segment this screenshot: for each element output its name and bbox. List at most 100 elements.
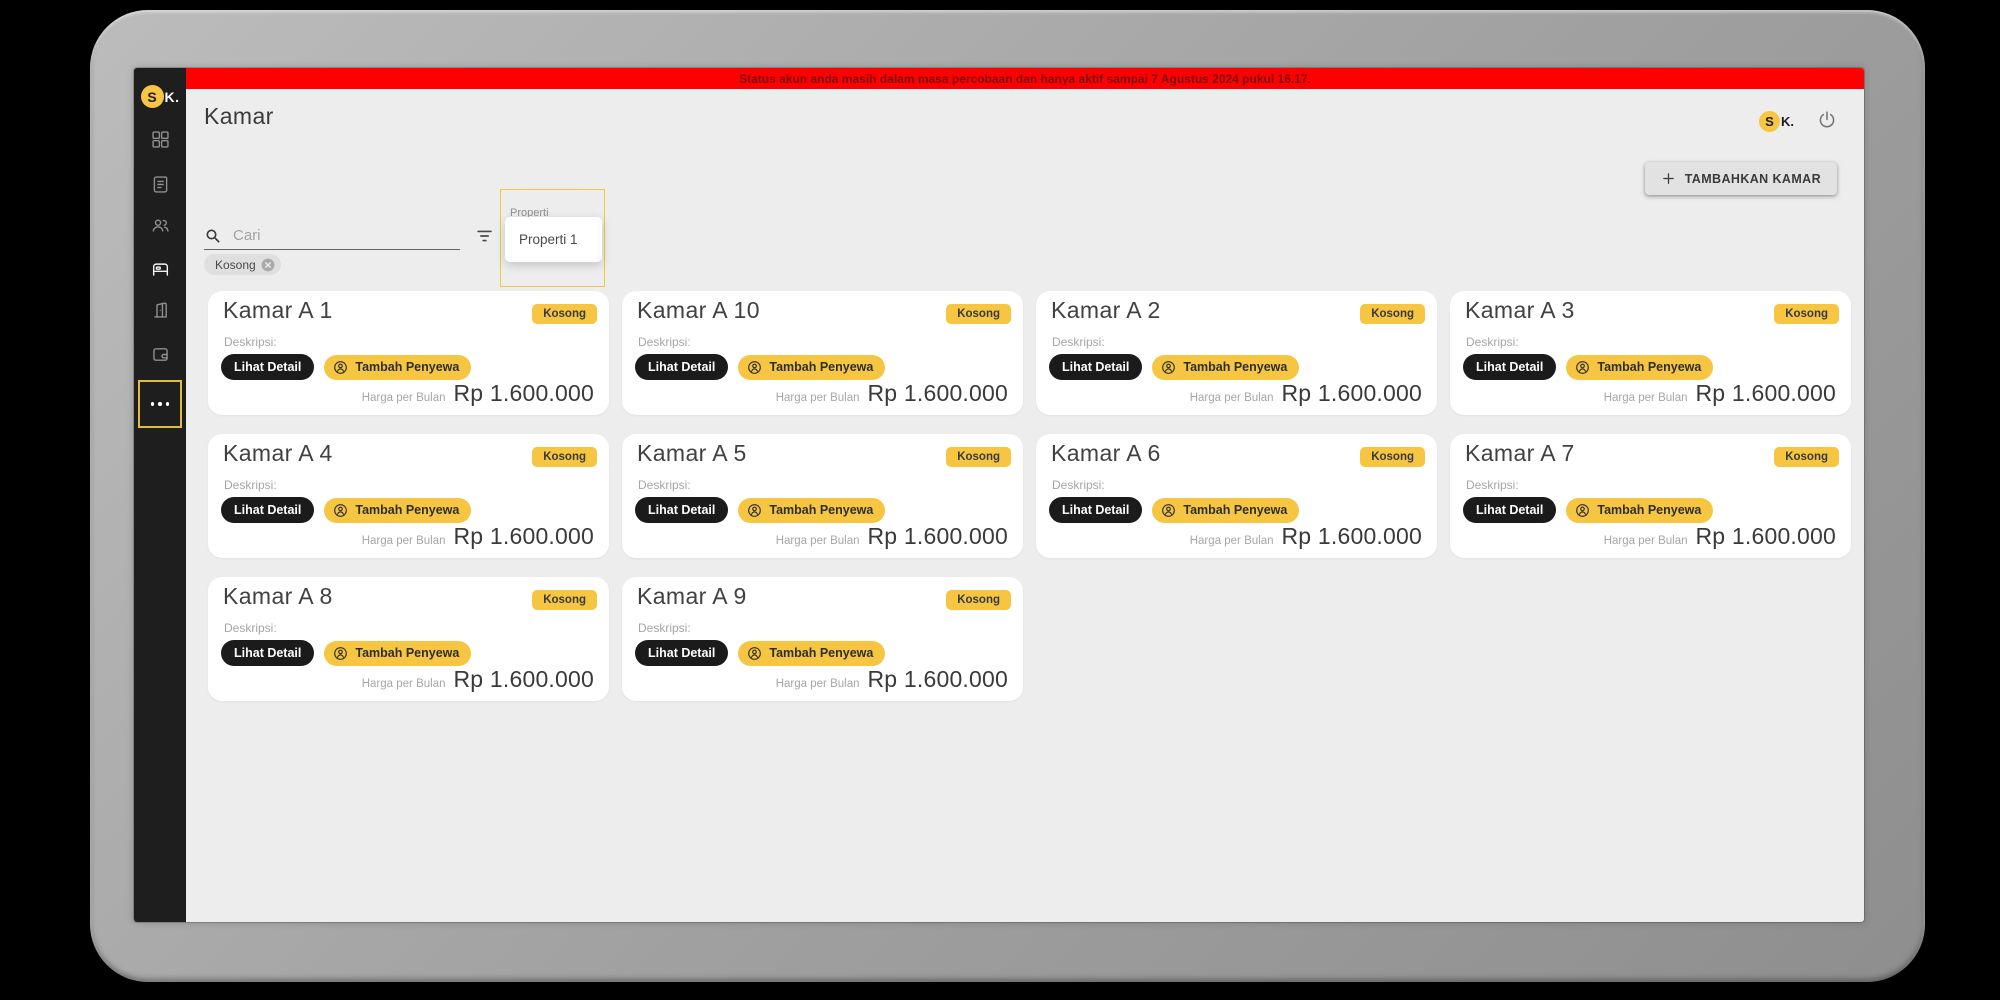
view-detail-button[interactable]: Lihat Detail <box>1049 497 1143 523</box>
chip-remove-button[interactable] <box>261 258 275 272</box>
room-price: Harga per Bulan Rp 1.600.000 <box>1604 523 1836 550</box>
property-option[interactable]: Properti 1 <box>505 217 602 262</box>
price-label: Harga per Bulan <box>361 535 446 547</box>
room-card-title: Kamar A 8 <box>223 583 333 609</box>
app-screen: S K. <box>134 68 1864 922</box>
tenants-icon <box>150 215 171 241</box>
view-detail-button[interactable]: Lihat Detail <box>1463 354 1557 380</box>
room-status-badge: Kosong <box>532 590 597 610</box>
price-label: Harga per Bulan <box>1603 392 1688 404</box>
price-label: Harga per Bulan <box>361 678 446 690</box>
filter-button[interactable] <box>474 225 496 247</box>
view-detail-button[interactable]: Lihat Detail <box>221 354 315 380</box>
room-card-actions: Lihat Detail Tambah Penyewa <box>221 640 472 666</box>
add-room-label: TAMBAHKAN KAMAR <box>1684 171 1821 186</box>
sidebar-item-doors[interactable] <box>134 294 186 330</box>
plus-icon <box>1661 171 1676 186</box>
bed-icon <box>150 258 171 284</box>
add-tenant-button[interactable]: Tambah Penyewa <box>1152 354 1300 380</box>
page-title: Kamar <box>204 103 274 129</box>
price-value: Rp 1.600.000 <box>453 666 594 692</box>
room-card-actions: Lihat Detail Tambah Penyewa <box>1049 354 1300 380</box>
add-tenant-label: Tambah Penyewa <box>769 360 874 374</box>
add-tenant-button[interactable]: Tambah Penyewa <box>324 640 472 666</box>
add-tenant-button[interactable]: Tambah Penyewa <box>1152 497 1300 523</box>
account-circle-icon <box>1574 359 1591 376</box>
view-detail-button[interactable]: Lihat Detail <box>1463 497 1557 523</box>
room-status-badge: Kosong <box>1360 304 1425 324</box>
status-chip-label: Kosong <box>215 257 256 272</box>
account-avatar[interactable]: S K. <box>1759 111 1794 132</box>
account-circle-icon <box>746 645 763 662</box>
more-icon <box>150 402 170 406</box>
wallet-icon <box>150 344 171 370</box>
door-icon <box>150 299 171 325</box>
trial-status-banner: Status akun anda masih dalam masa percob… <box>186 68 1864 89</box>
add-tenant-label: Tambah Penyewa <box>355 646 460 660</box>
view-detail-button[interactable]: Lihat Detail <box>635 497 729 523</box>
room-card: Kamar A 4 Kosong Deskripsi: Lihat Detail… <box>208 434 609 558</box>
sidebar-item-dashboard[interactable] <box>134 124 186 160</box>
price-label: Harga per Bulan <box>1189 392 1274 404</box>
room-card-title: Kamar A 2 <box>1051 297 1161 323</box>
close-icon <box>261 258 275 272</box>
power-icon <box>1816 109 1838 134</box>
room-card-title: Kamar A 6 <box>1051 440 1161 466</box>
add-tenant-button[interactable]: Tambah Penyewa <box>738 640 886 666</box>
account-circle-icon <box>332 359 349 376</box>
room-card: Kamar A 8 Kosong Deskripsi: Lihat Detail… <box>208 577 609 701</box>
add-tenant-button[interactable]: Tambah Penyewa <box>1566 354 1714 380</box>
property-select[interactable] <box>500 189 605 287</box>
add-tenant-label: Tambah Penyewa <box>355 503 460 517</box>
add-tenant-button[interactable]: Tambah Penyewa <box>324 354 472 380</box>
view-detail-button[interactable]: Lihat Detail <box>221 640 315 666</box>
account-circle-icon <box>746 359 763 376</box>
search-input[interactable] <box>233 227 460 244</box>
price-value: Rp 1.600.000 <box>867 666 1008 692</box>
price-label: Harga per Bulan <box>775 678 860 690</box>
room-status-badge: Kosong <box>946 447 1011 467</box>
room-price: Harga per Bulan Rp 1.600.000 <box>776 523 1008 550</box>
view-detail-button[interactable]: Lihat Detail <box>1049 354 1143 380</box>
property-select-label: Properti <box>510 207 549 219</box>
main-content: Status akun anda masih dalam masa percob… <box>186 68 1864 922</box>
sidebar-item-transactions[interactable] <box>134 169 186 205</box>
room-card: Kamar A 3 Kosong Deskripsi: Lihat Detail… <box>1450 291 1851 415</box>
logout-button[interactable] <box>1816 109 1838 134</box>
add-tenant-button[interactable]: Tambah Penyewa <box>738 497 886 523</box>
add-tenant-button[interactable]: Tambah Penyewa <box>324 497 472 523</box>
room-status-badge: Kosong <box>946 590 1011 610</box>
account-circle-icon <box>332 502 349 519</box>
price-value: Rp 1.600.000 <box>867 380 1008 406</box>
room-card: Kamar A 1 Kosong Deskripsi: Lihat Detail… <box>208 291 609 415</box>
add-tenant-label: Tambah Penyewa <box>769 503 874 517</box>
add-tenant-button[interactable]: Tambah Penyewa <box>1566 497 1714 523</box>
room-status-badge: Kosong <box>1774 304 1839 324</box>
price-value: Rp 1.600.000 <box>1695 380 1836 406</box>
room-status-badge: Kosong <box>532 447 597 467</box>
add-tenant-button[interactable]: Tambah Penyewa <box>738 354 886 380</box>
view-detail-button[interactable]: Lihat Detail <box>221 497 315 523</box>
add-tenant-label: Tambah Penyewa <box>1597 503 1702 517</box>
sidebar-item-tenants[interactable] <box>134 210 186 246</box>
add-room-button[interactable]: TAMBAHKAN KAMAR <box>1644 162 1837 195</box>
add-tenant-label: Tambah Penyewa <box>1183 503 1288 517</box>
account-circle-icon <box>1574 502 1591 519</box>
view-detail-button[interactable]: Lihat Detail <box>635 354 729 380</box>
room-card: Kamar A 6 Kosong Deskripsi: Lihat Detail… <box>1036 434 1437 558</box>
view-detail-button[interactable]: Lihat Detail <box>635 640 729 666</box>
sidebar-item-more[interactable] <box>138 380 182 428</box>
receipt-icon <box>150 174 171 200</box>
room-card-title: Kamar A 4 <box>223 440 333 466</box>
room-card-title: Kamar A 9 <box>637 583 747 609</box>
account-circle-icon <box>746 502 763 519</box>
room-card: Kamar A 2 Kosong Deskripsi: Lihat Detail… <box>1036 291 1437 415</box>
sidebar-item-rooms[interactable] <box>134 253 186 289</box>
room-card: Kamar A 9 Kosong Deskripsi: Lihat Detail… <box>622 577 1023 701</box>
sidebar: S K. <box>134 68 186 922</box>
price-label: Harga per Bulan <box>1603 535 1688 547</box>
sidebar-item-wallet[interactable] <box>134 339 186 375</box>
app-logo[interactable]: S K. <box>134 85 186 108</box>
room-card: Kamar A 10 Kosong Deskripsi: Lihat Detai… <box>622 291 1023 415</box>
room-card-title: Kamar A 7 <box>1465 440 1575 466</box>
